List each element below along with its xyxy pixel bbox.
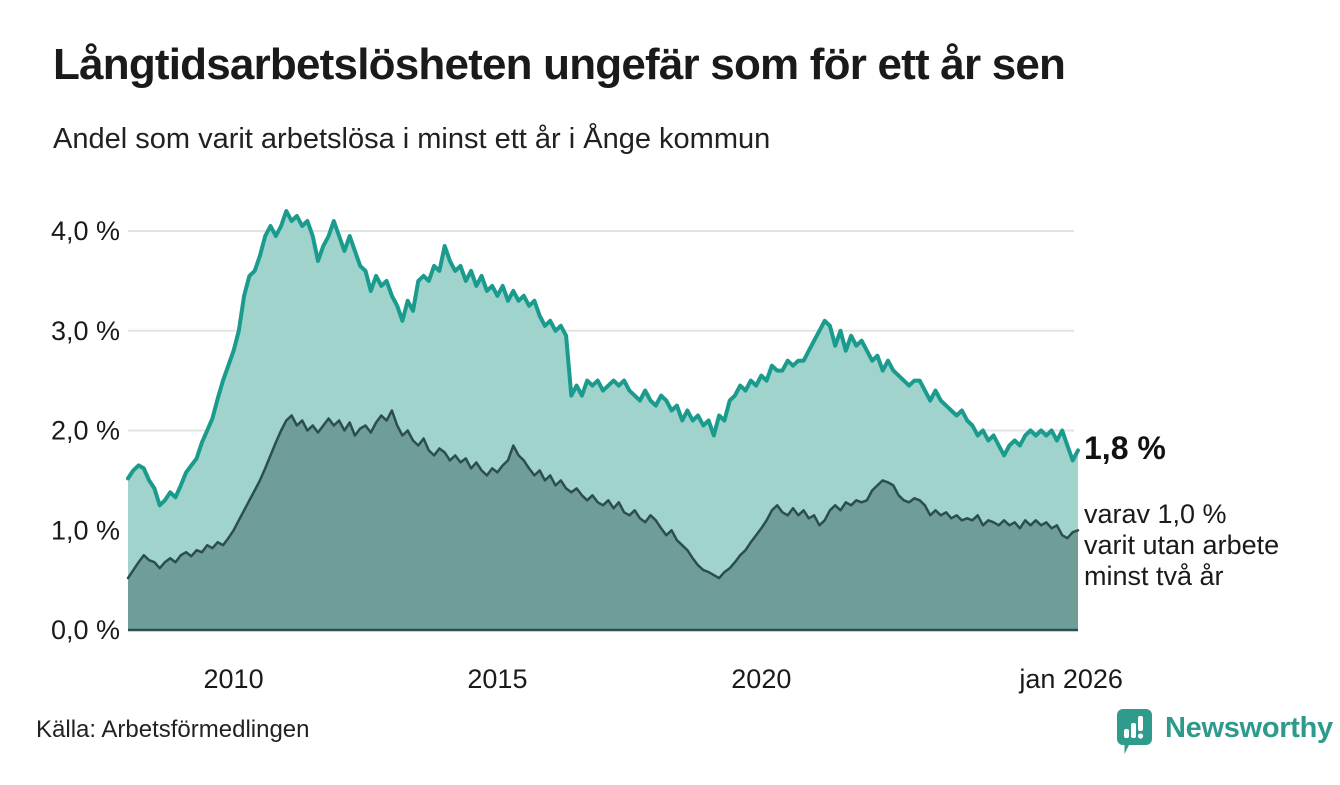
latest-value-label: 1,8 % — [1084, 430, 1166, 466]
y-axis-tick-label: 1,0 % — [51, 515, 120, 545]
series-total-line — [126, 209, 1080, 508]
chart-subtitle: Andel som varit arbetslösa i minst ett å… — [53, 123, 771, 155]
x-axis-tick-label: 2010 — [204, 664, 264, 694]
y-axis-tick-label: 0,0 % — [51, 615, 120, 645]
x-axis-tick-label: 2015 — [467, 664, 527, 694]
newsworthy-logo: Newsworthy — [1115, 708, 1333, 760]
x-axis-tick-label: jan 2026 — [1018, 664, 1123, 694]
subset-annotation: varav 1,0 % varit utan arbete minst två … — [1084, 499, 1280, 591]
page-title: Långtidsarbetslösheten ungefär som för e… — [53, 40, 1066, 89]
y-axis-tick-label: 3,0 % — [51, 316, 120, 346]
y-axis-tick-label: 4,0 % — [51, 216, 120, 246]
y-axis-tick-label: 2,0 % — [51, 416, 120, 446]
newsworthy-logo-text: Newsworthy — [1165, 712, 1333, 744]
series-subset-area — [128, 410, 1078, 630]
x-axis-tick-label: 2020 — [731, 664, 791, 694]
source-credit: Källa: Arbetsförmedlingen — [36, 716, 310, 743]
newsworthy-logo-icon — [1117, 709, 1152, 754]
series-subset-line — [126, 409, 1080, 580]
